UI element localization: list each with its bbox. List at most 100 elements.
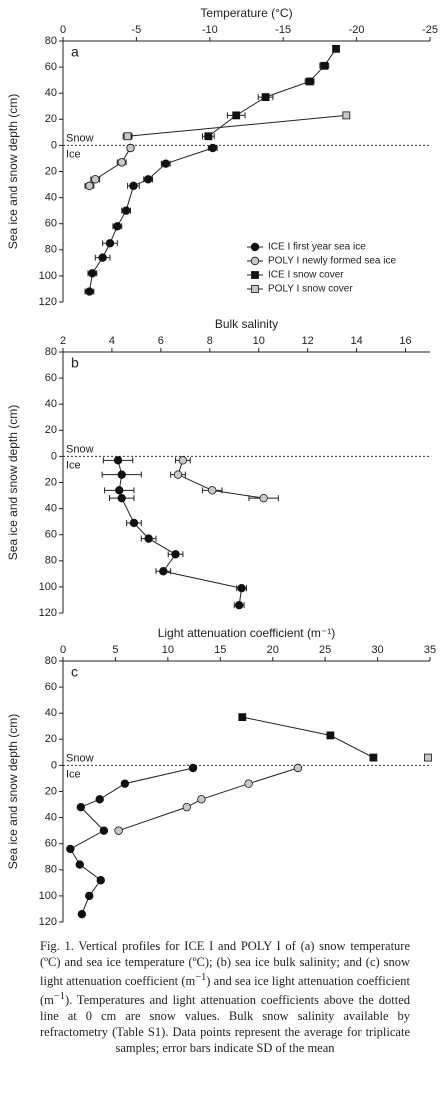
marker [424, 753, 432, 762]
y-tick-label: 80 [45, 555, 57, 567]
marker [305, 77, 314, 86]
marker [117, 470, 126, 479]
y-tick-label: 20 [45, 113, 57, 125]
series-line [117, 460, 243, 606]
series-line [242, 716, 374, 759]
y-tick-label: 40 [45, 812, 57, 824]
marker [105, 239, 115, 248]
legend-marker [250, 256, 260, 266]
x-tick-label: 0 [60, 24, 66, 36]
marker [115, 486, 124, 495]
marker [173, 470, 183, 479]
y-tick-label: 60 [45, 681, 57, 693]
marker [332, 44, 340, 53]
annotation: Snow [66, 443, 94, 455]
marker [320, 61, 329, 70]
x-tick-label: 5 [112, 644, 118, 656]
series-line [208, 48, 337, 137]
legend-label: ICE I snow cover [268, 270, 344, 281]
y-tick-label: 0 [51, 139, 57, 151]
caption-text: Fig. 1. Vertical profiles for ICE I and … [40, 939, 410, 989]
x-tick-label: 10 [253, 335, 265, 347]
marker [259, 493, 268, 503]
marker [113, 456, 123, 465]
x-tick-label: 8 [207, 335, 213, 347]
marker [76, 802, 86, 812]
legend-label: POLY I snow cover [268, 284, 353, 295]
y-tick-label: 120 [39, 296, 57, 308]
x-tick-label: 30 [371, 644, 383, 656]
y-tick-label: 60 [45, 838, 57, 850]
marker [204, 132, 213, 141]
marker [99, 826, 109, 835]
x-tick-label: -20 [349, 24, 365, 36]
x-tick-label: 12 [302, 335, 314, 347]
annotation: Snow [66, 132, 94, 144]
y-tick-label: 100 [39, 581, 57, 593]
marker [188, 763, 198, 773]
superscript: −1 [53, 991, 65, 1003]
marker [121, 206, 131, 215]
marker [91, 175, 100, 184]
panel-label: c [71, 664, 78, 680]
marker [197, 795, 206, 804]
y-axis-title: Sea ice and snow depth (cm) [6, 714, 20, 869]
marker [178, 456, 188, 465]
x-tick-label: 6 [158, 335, 164, 347]
marker [75, 860, 84, 869]
marker [161, 159, 170, 168]
marker [234, 600, 244, 610]
series-line [88, 147, 213, 292]
annotation: Ice [66, 768, 81, 780]
marker [77, 909, 87, 919]
figure: Temperature (°C) Sea ice and snow depth (… [6, 6, 438, 928]
marker [261, 93, 270, 102]
y-tick-label: 40 [45, 398, 57, 410]
marker [369, 753, 378, 762]
x-tick-label: -5 [132, 24, 142, 36]
marker [326, 731, 335, 740]
x-tick-label: 20 [267, 644, 279, 656]
marker [237, 584, 246, 593]
marker [159, 567, 168, 576]
marker [238, 713, 247, 722]
marker [85, 181, 94, 191]
x-tick-label: 35 [424, 644, 436, 656]
y-tick-label: 40 [45, 707, 57, 719]
marker [98, 253, 107, 262]
series-line [89, 147, 131, 187]
y-tick-label: 120 [39, 607, 57, 619]
caption-text: ). Temperatures and light attenuation co… [40, 993, 410, 1056]
marker [208, 143, 217, 153]
panel-label: a [71, 44, 79, 60]
legend-marker [251, 285, 259, 293]
legend-marker [251, 271, 259, 279]
marker [114, 826, 123, 835]
marker [129, 518, 139, 528]
legend-label: POLY I newly formed sea ice [268, 256, 396, 267]
y-tick-label: 40 [45, 192, 57, 204]
marker [117, 158, 126, 167]
marker [171, 550, 180, 559]
x-tick-label: -15 [275, 24, 291, 36]
marker [120, 779, 130, 788]
y-tick-label: 20 [45, 733, 57, 745]
y-tick-label: 20 [45, 424, 57, 436]
y-tick-label: 80 [45, 655, 57, 667]
y-tick-label: 80 [45, 864, 57, 876]
x-axis-title: Temperature (°C) [200, 6, 292, 20]
y-tick-label: 120 [39, 916, 57, 928]
caption: Fig. 1. Vertical profiles for ICE I and … [40, 938, 410, 1056]
x-tick-label: 14 [350, 335, 362, 347]
x-axis-title: Bulk salinity [215, 317, 278, 331]
x-tick-label: 4 [109, 335, 115, 347]
caption-text: ) and sea ice light attenuation coeffici… [40, 974, 410, 1008]
y-tick-label: 80 [45, 346, 57, 358]
marker [85, 891, 94, 901]
y-axis-title: Sea ice and snow depth (cm) [6, 405, 20, 560]
legend-marker [250, 242, 260, 252]
marker [123, 132, 132, 141]
marker [342, 111, 351, 120]
x-tick-label: -25 [422, 24, 438, 36]
